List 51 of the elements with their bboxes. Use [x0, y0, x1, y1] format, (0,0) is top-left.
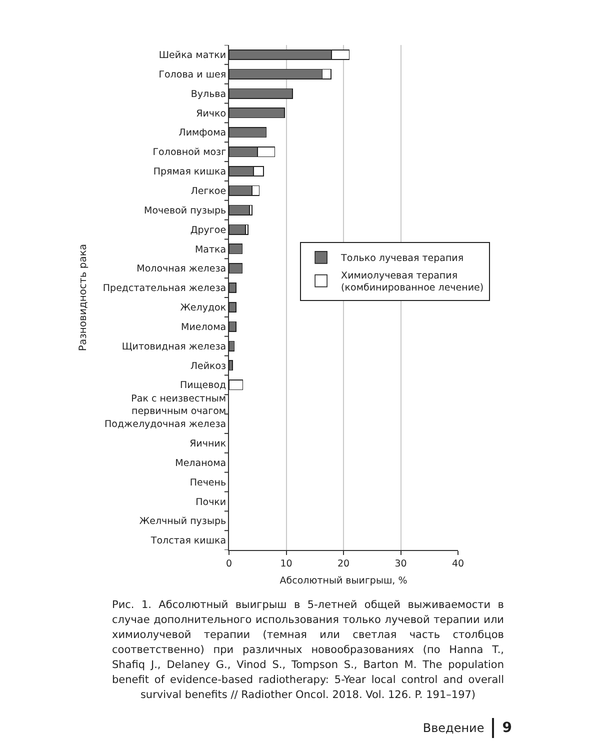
y-tick-label: Толстая кишка [150, 536, 226, 547]
y-tick-label: Поджелудочная железа [104, 419, 226, 430]
bar [229, 360, 233, 371]
y-tick-label: Печень [190, 477, 226, 488]
bar [229, 380, 244, 390]
bar [229, 88, 293, 99]
bar [229, 321, 236, 332]
bar [229, 224, 246, 235]
y-tick-label: Миелома [181, 322, 226, 333]
y-tick-label: Рак с неизвестным первичным очагом [131, 393, 226, 417]
y-axis-title: Разновидность рака [78, 244, 89, 352]
bar [229, 340, 235, 352]
y-tick-label: Пищевод [180, 380, 227, 392]
y-tick-label: Яичник [190, 438, 226, 450]
x-axis-title: Абсолютный выигрыш, % [280, 576, 408, 587]
bar [229, 127, 267, 138]
y-tick-label: Легкое [190, 186, 226, 197]
y-tick-label: Шейка матки [158, 50, 226, 62]
x-tick-label: 20 [337, 558, 350, 570]
y-tick-label: Мочевой пузырь [144, 205, 226, 216]
bar [229, 108, 285, 118]
y-tick-label: Вульва [190, 88, 226, 100]
bar [229, 204, 250, 216]
bar [229, 263, 243, 274]
y-tick-label: Голова и шея [158, 69, 226, 80]
y-tick-label: Желчный пузырь [139, 516, 226, 528]
x-tick-label: 0 [226, 558, 232, 570]
x-tick-label: 40 [452, 558, 464, 570]
legend-label: Химиолучевая терапия (комбинированное лечение) [341, 270, 484, 294]
y-tick-label: Лимфома [178, 128, 226, 139]
y-tick-label: Почки [196, 496, 226, 508]
y-tick-label: Желудок [180, 302, 226, 314]
legend-label: Только лучевая терапия [340, 253, 464, 264]
bar [229, 282, 236, 294]
text: Введение [422, 721, 484, 735]
text: Рис. 1. Абсолютный выигрыш в 5-летней общей выживаемости в случае дополнительного использования только лучевой терапии или химиолучевой терапии (темная или светлая часть столбцов соответственно) при различных новообразованиях (по Hanna T., Shafiq J., Delaney G., Vinod S., Tompson S., Barton M. The population benefit of evidence-based radiotherapy: 5-Year local control and overall survival benefits // Radiother Oncol. 2018. Vol. 126. P. 191–197) [112, 598, 504, 703]
x-tick-label: 10 [280, 558, 292, 570]
bar [229, 244, 243, 254]
y-tick-label: Матка [194, 244, 226, 256]
y-tick-label: Головной мозг [152, 147, 226, 158]
y-tick-label: Другое [190, 224, 226, 236]
y-tick-label: Лейкоз [190, 360, 226, 372]
y-tick-label: Щитовидная железа [122, 341, 226, 352]
y-tick-label: Меланома [175, 458, 226, 469]
y-tick-label: Яичко [196, 108, 226, 120]
bar [229, 302, 236, 312]
text: 9 [502, 720, 512, 736]
x-tick-label: 30 [394, 558, 407, 570]
y-tick-label: Молочная железа [136, 264, 226, 275]
y-tick-label: Предстательная железа [102, 283, 226, 294]
y-tick-label: Прямая кишка [153, 166, 226, 178]
